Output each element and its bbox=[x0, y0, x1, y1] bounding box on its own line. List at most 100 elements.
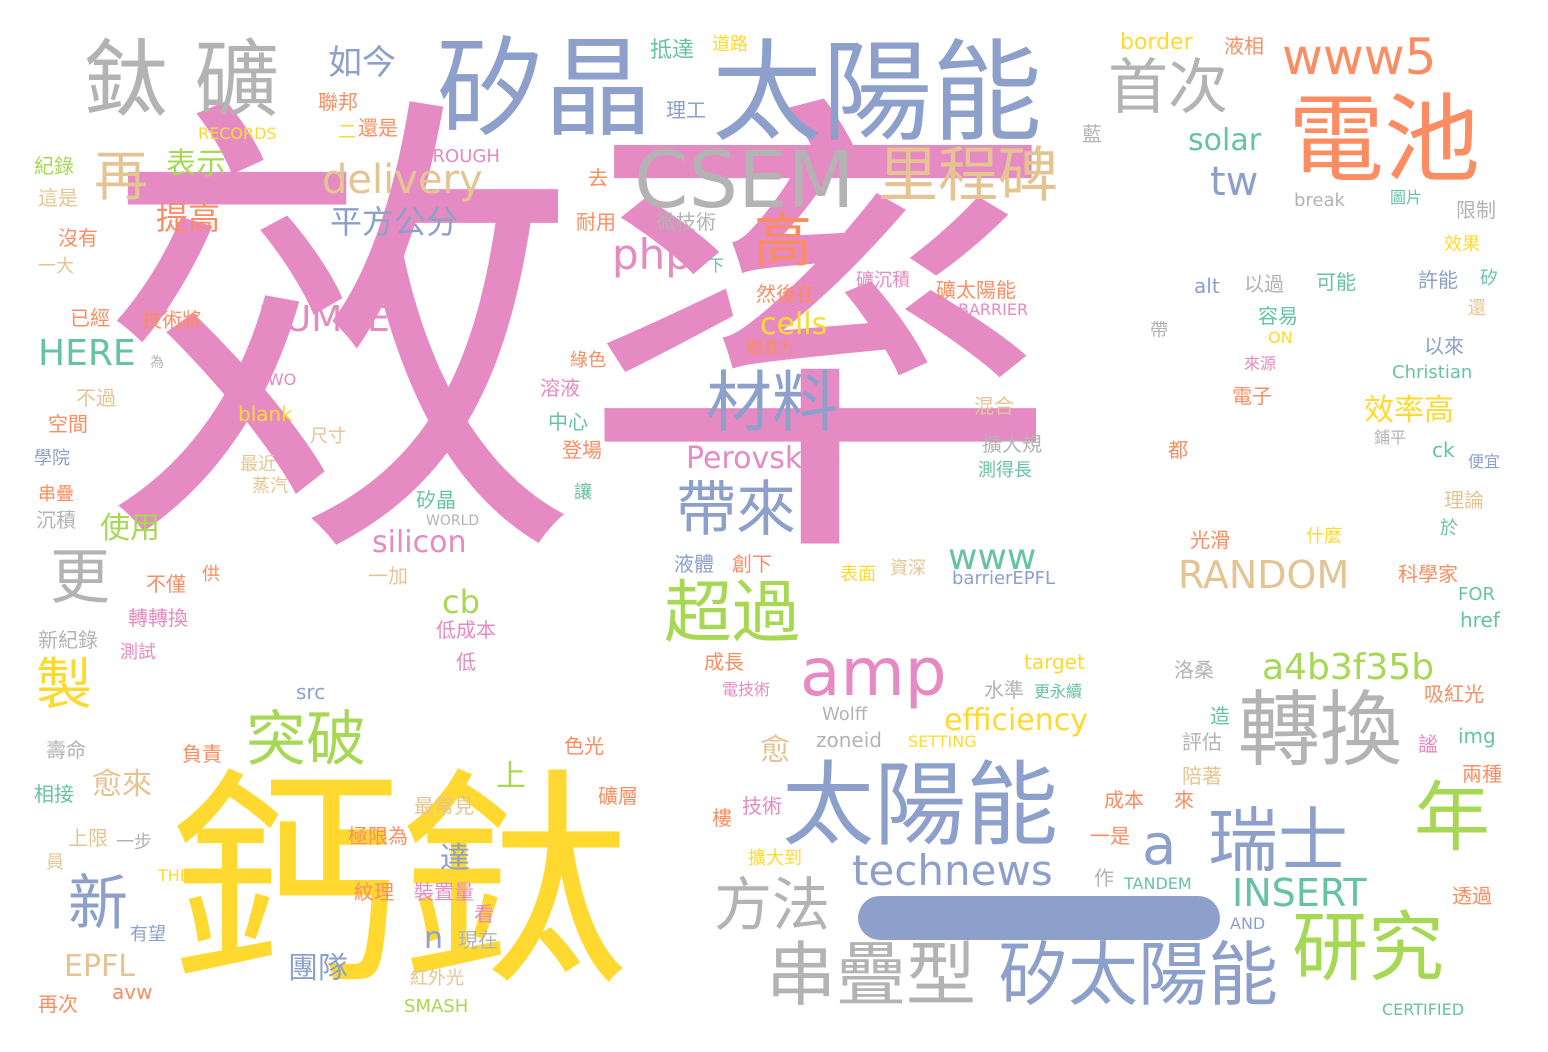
word: 可能 bbox=[1316, 270, 1356, 294]
word: 一加 bbox=[368, 564, 408, 588]
word: 還是 bbox=[358, 116, 398, 140]
word: WORLD bbox=[426, 513, 480, 529]
word: 太陽能 bbox=[782, 752, 1059, 859]
word: 科學家 bbox=[1398, 562, 1458, 586]
word: 礦層 bbox=[598, 784, 638, 808]
word: 電池 bbox=[1288, 84, 1480, 196]
word: 吸紅光 bbox=[1424, 682, 1484, 706]
word: EPFL bbox=[64, 949, 136, 984]
word: 矽 bbox=[1480, 268, 1498, 289]
word: 最近 bbox=[240, 454, 276, 475]
word: BARRIER bbox=[958, 300, 1029, 319]
word: 首次 bbox=[1108, 53, 1228, 123]
word: cells bbox=[760, 307, 828, 342]
word: efficiency bbox=[944, 703, 1089, 738]
word: amp bbox=[800, 634, 947, 711]
word: 研究 bbox=[1292, 903, 1444, 992]
word: delivery bbox=[322, 157, 483, 203]
word: 里程碑 bbox=[878, 141, 1058, 211]
word: 樓 bbox=[712, 806, 732, 830]
word: 擴大到 bbox=[748, 848, 802, 869]
word: 來源 bbox=[1244, 354, 1277, 373]
word: 高 bbox=[754, 207, 813, 275]
word: 鈦 礦 bbox=[84, 31, 279, 129]
word: 許能 bbox=[1418, 268, 1458, 292]
word: 鈣鈦 bbox=[170, 751, 631, 1018]
word: 超過 bbox=[664, 574, 801, 653]
word: 團隊 bbox=[288, 951, 348, 986]
word: 尺寸 bbox=[310, 426, 346, 447]
word: FOR bbox=[1458, 584, 1496, 605]
word: 帶 bbox=[1150, 320, 1168, 341]
word: 效果 bbox=[1444, 234, 1480, 255]
word: 容易 bbox=[1258, 304, 1298, 328]
word: 再 bbox=[94, 145, 148, 208]
word: 耐用 bbox=[576, 210, 616, 234]
word: INSERT bbox=[1232, 871, 1367, 915]
word: 負責 bbox=[182, 742, 222, 766]
word: RECORDS bbox=[198, 124, 277, 143]
word: silicon bbox=[372, 525, 467, 560]
word: THROUGH bbox=[408, 146, 500, 167]
word: 理論 bbox=[1444, 488, 1484, 512]
word: 現在 bbox=[458, 928, 498, 952]
word: 裝置量 bbox=[414, 880, 474, 904]
word: 表示 bbox=[166, 147, 226, 182]
word: 造 bbox=[1210, 704, 1230, 728]
word: 供 bbox=[202, 564, 220, 585]
word: 電子 bbox=[1232, 384, 1272, 408]
word: 極限為 bbox=[348, 824, 408, 848]
word: 讓 bbox=[574, 482, 592, 503]
word: 方法 bbox=[714, 871, 831, 939]
word: ON bbox=[1268, 328, 1293, 347]
word: 壽命 bbox=[46, 738, 86, 762]
word: 然後在 bbox=[756, 282, 816, 306]
word: 平方公分 bbox=[330, 203, 459, 241]
word: 去 bbox=[588, 166, 608, 190]
word: 什麼 bbox=[1306, 526, 1342, 547]
word: CSEM bbox=[634, 136, 855, 226]
word: 還 bbox=[1468, 298, 1486, 319]
word: 技術 bbox=[742, 794, 782, 818]
word: 矽晶 bbox=[436, 27, 653, 152]
word: 空間 bbox=[48, 412, 88, 436]
word: 一是 bbox=[1090, 824, 1130, 848]
word: technews bbox=[852, 846, 1053, 895]
word: break bbox=[1294, 190, 1345, 211]
word: 微技術 bbox=[656, 210, 716, 234]
word: www5 bbox=[1282, 28, 1437, 86]
word: 矽太陽能 bbox=[998, 934, 1278, 1016]
word: 登場 bbox=[562, 438, 602, 462]
word: solar bbox=[1188, 123, 1262, 158]
word: 洛桑 bbox=[1174, 658, 1214, 682]
word: 水準 bbox=[984, 678, 1024, 702]
word: 低成本 bbox=[436, 618, 496, 642]
word: 中心 bbox=[548, 410, 588, 434]
word: 轉換 bbox=[1238, 683, 1403, 778]
word: border bbox=[1120, 30, 1193, 55]
word: 綠色 bbox=[570, 350, 606, 371]
word: TWO bbox=[258, 370, 297, 389]
word: a4b3f35b bbox=[1262, 647, 1435, 688]
word: SMASH bbox=[404, 996, 469, 1017]
word: 透過 bbox=[1452, 884, 1492, 908]
word: 評估 bbox=[1182, 730, 1222, 754]
word: 都 bbox=[1168, 438, 1188, 462]
word: 不僅 bbox=[146, 572, 186, 596]
word: 再次 bbox=[38, 992, 78, 1016]
word: 便宜 bbox=[1468, 452, 1501, 471]
word: 光滑 bbox=[1190, 528, 1230, 552]
word: img bbox=[1458, 724, 1496, 748]
word: 已經 bbox=[70, 306, 110, 330]
word: 二 bbox=[338, 122, 356, 143]
word: 上限 bbox=[68, 826, 108, 850]
word: 突破 bbox=[246, 705, 366, 775]
word: 成長 bbox=[704, 650, 744, 674]
word: cb bbox=[442, 583, 480, 621]
word: 鋪平 bbox=[1374, 428, 1407, 447]
dash-glyph bbox=[858, 896, 1220, 940]
word: 更永續 bbox=[1034, 682, 1083, 701]
word: 如今 bbox=[328, 43, 396, 83]
word: 新 bbox=[68, 869, 128, 939]
